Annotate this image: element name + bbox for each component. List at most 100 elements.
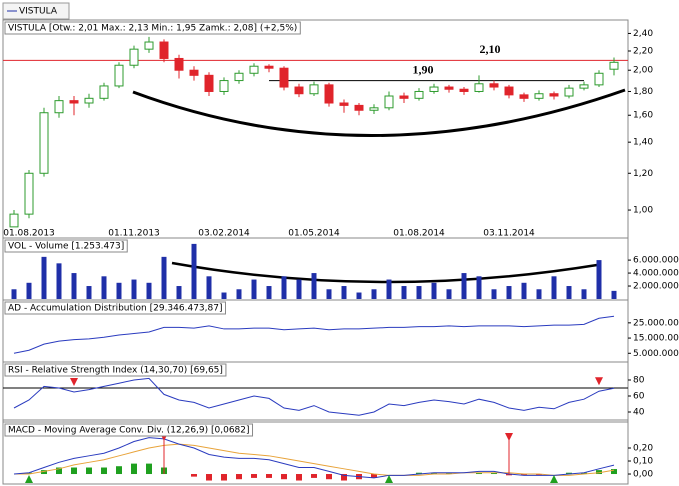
volume-bar [506,286,512,299]
candle-body [294,86,304,95]
candle-body [39,112,49,174]
volume-bar [521,282,527,299]
candle-body [24,172,34,215]
histogram-bar [431,472,437,475]
histogram-bar [446,472,452,475]
volume-bar [206,276,212,299]
volume-bar [221,292,227,299]
candle-body [9,213,19,228]
panel-frame [2,421,629,485]
y-tick-label: 0,10 [633,457,653,467]
histogram-bar [251,474,257,478]
candle-body [474,83,484,92]
y-tick-label: 0,20 [633,444,653,454]
histogram-bar [506,474,512,476]
panel-title-box [4,239,128,253]
candle-body [549,93,559,97]
buy-signal [550,475,558,483]
line [13,437,615,479]
candle-body [564,87,574,97]
panel-title-box [4,423,254,437]
volume-bar [446,289,452,299]
panel-title-box [4,21,301,35]
candle-body [504,86,514,96]
y-tick-label: 60 [633,392,645,402]
volume-trendline [171,261,598,284]
volume-bar [176,286,182,299]
candle-body [129,48,139,66]
panel-title: VISTULA [Otw.: 2,01 Max.: 2,13 Min.: 1,9… [8,24,297,34]
volume-bar [101,276,107,299]
volume-bar [371,289,377,299]
candle-body [384,95,394,109]
panel-title: AD - Accumulation Distribution [29.346.4… [8,304,222,314]
histogram-bar [221,474,227,481]
volume-bar [356,292,362,299]
histogram-bar [596,470,602,475]
histogram-bar [191,474,197,477]
volume-bar [536,289,542,299]
y-tick-label: 1,40 [633,138,653,148]
volume-bar [431,282,437,299]
volume-bar [551,276,557,299]
buy-signal [25,475,33,483]
x-tick-label: 03.02.2014 [198,229,250,239]
volume-bar [236,289,242,299]
panel-title: MACD - Moving Average Conv. Div. (12,26,… [8,426,250,436]
volume-bar [491,289,497,299]
y-tick-label: 2.000.000 [633,282,679,292]
panel-title-box [4,363,227,377]
panel-title: VOL - Volume [1.253.473] [8,242,124,252]
candle-body [339,102,349,106]
candle-body [84,97,94,104]
y-tick-label: 4.000.000 [633,269,679,279]
histogram-bar [131,463,137,475]
histogram-bar [206,474,212,481]
y-tick-label: 5.000.000 [633,349,679,359]
histogram-bar [266,474,272,478]
volume-bar [296,279,302,299]
histogram-bar [341,474,347,481]
volume-bar [281,276,287,299]
volume-bar [461,273,467,299]
volume-bar [251,279,257,299]
histogram-bar [566,472,572,475]
volume-bar [71,273,77,299]
candle-body [354,104,364,111]
candle-body [414,90,424,99]
y-tick-label: 1,80 [633,87,653,97]
histogram-bar [371,474,377,478]
candle-body [144,41,154,50]
x-tick-label: 03.11.2014 [483,229,535,239]
buy-signal [385,475,393,483]
candle-body [69,100,79,104]
histogram-bar [326,474,332,480]
candle-body [99,85,109,99]
x-tick-label: 01.11.2013 [108,229,160,239]
volume-bar [341,286,347,299]
candle-body [399,95,409,99]
y-tick-label: 1,60 [633,111,653,121]
histogram-bar [101,467,107,475]
histogram-bar [56,467,62,475]
histogram-bar [41,470,47,475]
candle-body [369,107,379,111]
volume-bar [86,286,92,299]
panel-title: RSI - Relative Strength Index (14,30,70)… [8,366,223,376]
y-tick-label: 2,20 [633,46,653,56]
histogram-bar [146,463,152,475]
candle-body [219,80,229,92]
histogram-bar [86,467,92,475]
candle-body [459,88,469,92]
candle-body [264,65,274,69]
candle-body [519,94,529,99]
volume-bar [116,282,122,299]
histogram-bar [491,472,497,475]
volume-bar [191,243,197,299]
y-tick-label: 80 [633,376,645,386]
tab[interactable] [2,2,70,20]
level-label: 1,90 [413,62,434,76]
volume-bar [401,286,407,299]
line [13,315,615,354]
candle-body [309,84,319,95]
